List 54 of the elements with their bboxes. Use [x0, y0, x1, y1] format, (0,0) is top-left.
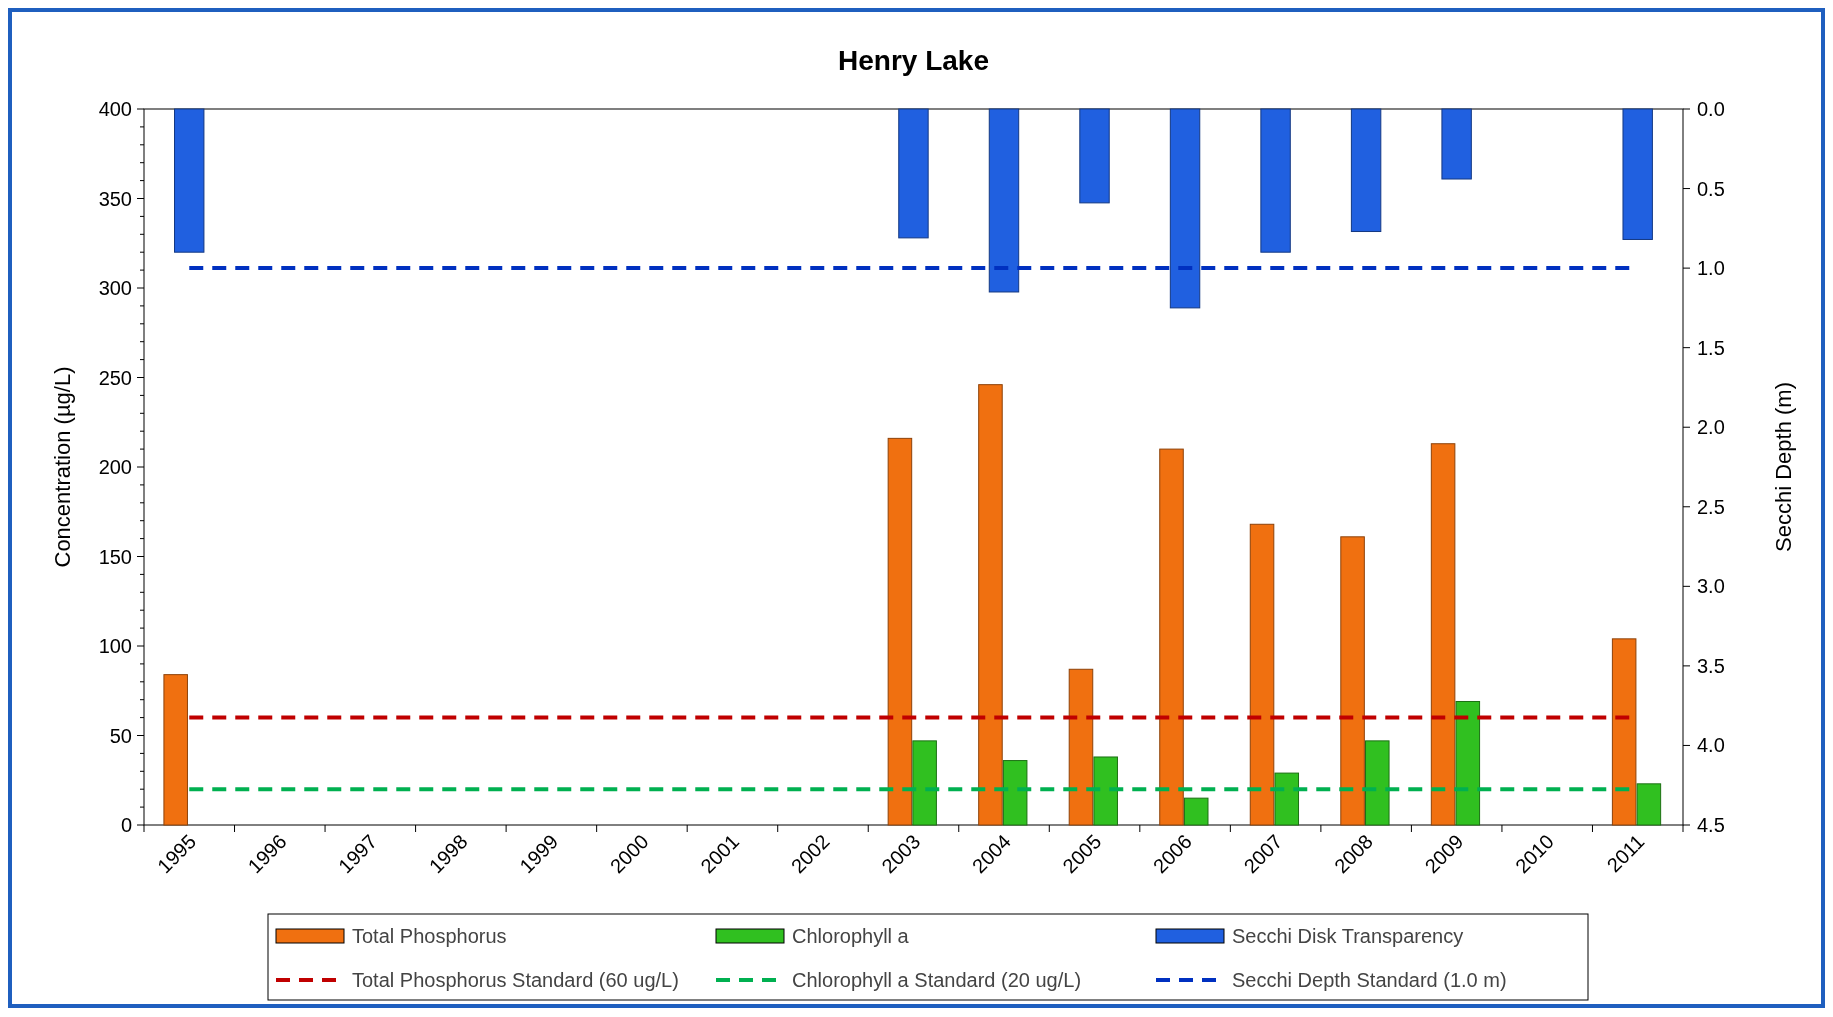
y2-tick-label: 1.5	[1697, 336, 1725, 359]
y2-tick-label: 1.0	[1697, 257, 1725, 280]
bar	[1249, 523, 1275, 826]
legend-label: Chlorophyll a Standard (20 ug/L)	[792, 969, 1082, 991]
y2-axis-title: Secchi Depth (m)	[1771, 382, 1796, 552]
bar	[1274, 772, 1300, 826]
bar	[887, 437, 913, 826]
bar	[988, 108, 1020, 293]
y-tick-label: 250	[98, 366, 132, 389]
legend-label: Total Phosphorus	[352, 925, 507, 947]
bar	[1622, 108, 1653, 240]
y2-tick-label: 0.0	[1697, 98, 1725, 120]
bar	[1159, 448, 1184, 826]
bar	[1260, 108, 1291, 253]
bar	[1365, 740, 1390, 826]
y-axis-title: Concentration (µg/L)	[50, 366, 75, 568]
y-tick-label: 400	[98, 98, 132, 120]
y2-tick-label: 2.5	[1697, 495, 1725, 518]
y-tick-label: 200	[98, 456, 132, 478]
bar	[1068, 668, 1094, 826]
y2-tick-label: 3.5	[1697, 654, 1725, 677]
bar	[1169, 108, 1201, 309]
y-tick-label: 0	[120, 814, 132, 836]
y-tick-label: 50	[109, 724, 132, 747]
bar	[978, 384, 1003, 826]
bar	[1093, 756, 1118, 826]
legend-label: Secchi Disk Transparency	[1232, 925, 1464, 947]
y2-tick-label: 4.5	[1697, 814, 1725, 836]
bar	[898, 108, 929, 239]
bar	[1611, 638, 1637, 826]
y2-tick-label: 4.0	[1697, 734, 1725, 757]
legend-label: Chlorophyll a	[792, 925, 910, 947]
bar	[912, 740, 937, 826]
bar	[1340, 536, 1365, 826]
y2-tick-label: 3.0	[1697, 575, 1725, 598]
chart-title: Henry Lake	[838, 45, 989, 76]
legend-label: Secchi Depth Standard (1.0 m)	[1232, 969, 1507, 991]
bar	[174, 108, 205, 253]
y-tick-label: 350	[98, 187, 132, 210]
bar	[1455, 700, 1481, 826]
bar	[1350, 108, 1382, 233]
bar	[1002, 760, 1028, 826]
y2-tick-label: 0.5	[1697, 177, 1725, 200]
bar	[1079, 108, 1110, 204]
legend-label: Total Phosphorus Standard (60 ug/L)	[352, 969, 679, 991]
bar	[1430, 443, 1456, 826]
y-tick-label: 150	[98, 545, 132, 568]
bar	[1441, 108, 1472, 180]
y2-tick-label: 2.0	[1697, 416, 1725, 439]
bar	[1636, 783, 1662, 826]
y-tick-label: 100	[98, 635, 132, 657]
bar	[163, 674, 188, 826]
bar	[1183, 797, 1209, 826]
y-tick-label: 300	[98, 277, 132, 299]
